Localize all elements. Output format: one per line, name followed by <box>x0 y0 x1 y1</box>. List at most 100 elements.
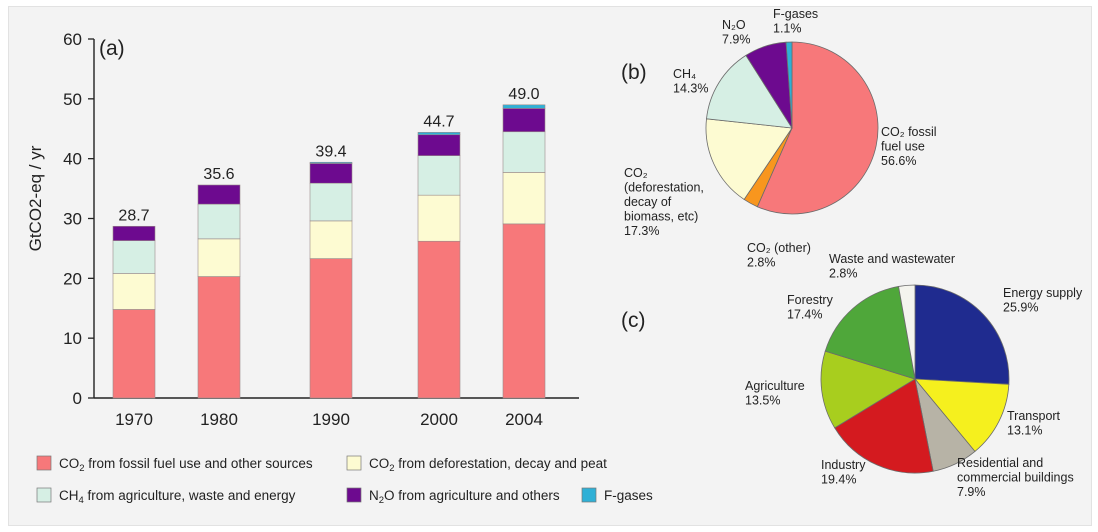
bar-segment <box>309 163 353 184</box>
pie-label-line: Forestry <box>787 293 834 307</box>
bar-segment <box>309 182 353 222</box>
y-axis-label: GtCO2-eq / yr <box>26 145 45 251</box>
pie-slice <box>898 284 916 380</box>
pie-label-line: 17.4% <box>787 308 822 322</box>
pie-slice <box>705 118 793 200</box>
emissions-figure: 0 10 20 30 40 50 60 GtCO2-eq / yr (a) 28.7 1970 35.… <box>26 7 1083 506</box>
pie-slice-label: N₂O 7.9% <box>722 18 751 47</box>
pie-label-line: 13.1% <box>1007 424 1042 438</box>
bar-chart-a: 0 10 20 30 40 50 60 GtCO2-eq / yr (a) 28.7 1970 35.… <box>26 30 579 429</box>
bar-total-label: 49.0 <box>508 86 539 103</box>
bar-segment <box>197 203 241 240</box>
pie-slice-label: Agriculture 13.5% <box>745 379 805 408</box>
pie-chart-c: (c) Energy supply 25.9% Transport 13.1% Resid… <box>621 252 1083 499</box>
pie-slice <box>820 350 916 429</box>
bar-segment <box>197 184 241 205</box>
pie-label-line: 13.5% <box>745 394 780 408</box>
pie-slice-label: Transport 13.1% <box>1007 409 1061 438</box>
pie-slice-label: CH₄ 14.3% <box>673 67 708 96</box>
y-tick-label: 60 <box>63 30 82 49</box>
figure-panel: 0 10 20 30 40 50 60 GtCO2-eq / yr (a) 28.7 1970 35.… <box>8 6 1092 526</box>
bar-segment <box>502 172 546 225</box>
legend-label-part: from deforestation, decay and peat <box>395 456 608 471</box>
legend-label-part: CO <box>59 456 79 471</box>
legend-label-part: from agriculture, waste and energy <box>84 488 296 503</box>
legend-label-part: N <box>369 488 379 503</box>
legend-swatch <box>346 455 362 471</box>
bar-segment <box>112 273 156 310</box>
legend-swatch <box>36 487 52 503</box>
pie-slice-label: F-gases 1.1% <box>773 7 818 36</box>
x-tick-label: 2000 <box>420 410 458 429</box>
bar-segment <box>502 223 546 399</box>
legend-label-part: from fossil fuel use and other sources <box>85 456 313 471</box>
pie-label-line: Residential and <box>957 456 1043 470</box>
pie-label-line: 7.9% <box>722 33 751 47</box>
legend-label-part: CH <box>59 488 79 503</box>
pie-label-line: 56.6% <box>881 154 916 168</box>
pie-label-line: CO₂ (other) <box>747 241 811 255</box>
pie-slice-label: CO₂ (other) 2.8% <box>747 241 811 270</box>
legend-swatch <box>36 455 52 471</box>
y-tick-label: 0 <box>73 389 82 408</box>
bar-total-label: 44.7 <box>423 113 454 130</box>
pie-label-line: N₂O <box>722 18 746 32</box>
legend-swatch <box>346 487 362 503</box>
x-tick-label: 1990 <box>312 410 350 429</box>
bar-total-label: 35.6 <box>203 166 234 183</box>
bar-total-label: 39.4 <box>315 143 346 160</box>
legend-label-part: F-gases <box>604 488 653 503</box>
y-tick-label: 50 <box>63 90 82 109</box>
bar-segment <box>502 131 546 173</box>
pie-label-line: CO₂ <box>624 166 648 180</box>
bar-segment <box>417 132 461 136</box>
pie-label-line: CH₄ <box>673 67 696 81</box>
pie-label-line: CO₂ fossil <box>881 125 937 139</box>
legend-label-part: 2 <box>379 495 384 506</box>
bar-chart-legend: CO2 from fossil fuel use and other sourc… <box>36 455 653 506</box>
bar-segment <box>417 194 461 242</box>
bar-segment <box>417 240 461 399</box>
pie-label-line: Agriculture <box>745 379 805 393</box>
x-tick-label: 1980 <box>200 410 238 429</box>
y-tick-label: 20 <box>63 269 82 288</box>
pie-slice-label: Industry 19.4% <box>821 458 866 487</box>
legend-label-part: 4 <box>79 495 84 506</box>
pie-label-line: 2.8% <box>829 267 858 281</box>
pie-slice-label: Waste and wastewater 2.8% <box>829 252 955 281</box>
bar-segment <box>502 104 546 109</box>
pie-slice-label: CO₂ fossil fuel use 56.6% <box>881 125 937 168</box>
bar-segment <box>112 309 156 399</box>
pie-slice <box>834 378 934 474</box>
pie-slice <box>914 378 1010 452</box>
pie-label-line: 17.3% <box>624 224 659 238</box>
y-tick-label: 30 <box>63 210 82 229</box>
legend-label-part: 2 <box>79 463 84 474</box>
bar-total-label: 28.7 <box>118 207 149 224</box>
pie-slice-label: CO₂ (deforestation, decay of biomass, etc) 1… <box>624 166 704 238</box>
bar-segment <box>309 161 353 164</box>
bar-segment <box>112 225 156 241</box>
legend-label: N2O from agriculture and others <box>369 488 560 506</box>
pie-slice-label: Energy supply 25.9% <box>1003 286 1083 315</box>
pie-label-line: fuel use <box>881 140 925 154</box>
pie-label-line: Energy supply <box>1003 286 1083 300</box>
legend-label: CO2 from deforestation, decay and peat <box>369 456 607 474</box>
pie-label-line: 14.3% <box>673 82 708 96</box>
bar-segment <box>309 258 353 399</box>
panel-label-b: (b) <box>621 61 647 84</box>
pie-slice <box>706 54 793 129</box>
pie-label-line: biomass, etc) <box>624 210 698 224</box>
pie-label-line: commercial buildings <box>957 471 1074 485</box>
bar-segment <box>502 108 546 133</box>
y-tick-label: 10 <box>63 329 82 348</box>
x-tick-label: 2004 <box>505 410 543 429</box>
pie-label-line: Industry <box>821 458 866 472</box>
bar-segment <box>309 220 353 259</box>
pie-label-line: 1.1% <box>773 22 802 36</box>
legend-label-part: CO <box>369 456 389 471</box>
y-tick-label: 40 <box>63 150 82 169</box>
pie-label-line: 19.4% <box>821 473 856 487</box>
pie-slice <box>756 41 879 215</box>
